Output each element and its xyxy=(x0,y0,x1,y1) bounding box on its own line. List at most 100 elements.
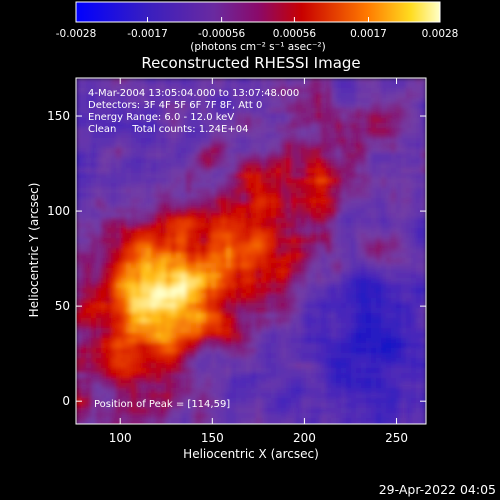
heatmap-cell xyxy=(151,393,157,399)
heatmap-cell xyxy=(321,148,327,154)
heatmap-cell xyxy=(306,368,312,374)
heatmap-cell xyxy=(151,413,157,419)
heatmap-cell xyxy=(411,308,417,314)
heatmap-cell xyxy=(306,383,312,389)
heatmap-cell xyxy=(76,408,82,414)
heatmap-cell xyxy=(131,203,137,209)
heatmap-cell xyxy=(421,188,426,194)
heatmap-cell xyxy=(416,383,422,389)
heatmap-cell xyxy=(241,358,247,364)
heatmap-cell xyxy=(351,233,357,239)
heatmap-cell xyxy=(251,198,257,204)
heatmap-cell xyxy=(221,378,227,384)
heatmap-cell xyxy=(356,98,362,104)
heatmap-cell xyxy=(336,403,342,409)
heatmap-cell xyxy=(121,313,127,319)
heatmap-cell xyxy=(236,88,242,94)
heatmap-cell xyxy=(76,393,82,399)
heatmap-cell xyxy=(341,208,347,214)
heatmap-cell xyxy=(121,278,127,284)
heatmap-cell xyxy=(286,278,292,284)
heatmap-cell xyxy=(131,248,137,254)
heatmap-cell xyxy=(231,233,237,239)
heatmap-cell xyxy=(176,403,182,409)
heatmap-cell xyxy=(166,418,172,424)
heatmap-cell xyxy=(141,318,147,324)
heatmap-cell xyxy=(76,198,82,204)
heatmap-cell xyxy=(406,328,412,334)
heatmap-cell xyxy=(126,278,132,284)
heatmap-cell xyxy=(216,263,222,269)
heatmap-cell xyxy=(191,138,197,144)
heatmap-cell xyxy=(366,298,372,304)
heatmap-cell xyxy=(291,78,297,84)
heatmap-cell xyxy=(356,243,362,249)
heatmap-cell xyxy=(241,368,247,374)
heatmap-cell xyxy=(126,398,132,404)
heatmap-cell xyxy=(356,233,362,239)
heatmap-cell xyxy=(201,188,207,194)
heatmap-cell xyxy=(251,418,257,424)
heatmap-cell xyxy=(211,133,217,139)
heatmap-cell xyxy=(361,123,367,129)
heatmap-cell xyxy=(231,178,237,184)
heatmap-cell xyxy=(146,113,152,119)
heatmap-cell xyxy=(246,113,252,119)
heatmap-cell xyxy=(366,108,372,114)
heatmap-cell xyxy=(206,128,212,134)
heatmap-cell xyxy=(261,253,267,259)
heatmap-cell xyxy=(221,268,227,274)
heatmap-cell xyxy=(416,343,422,349)
heatmap-cell xyxy=(176,333,182,339)
heatmap-cell xyxy=(156,253,162,259)
heatmap-cell xyxy=(376,258,382,264)
heatmap-cell xyxy=(226,413,232,419)
heatmap-cell xyxy=(421,253,426,259)
heatmap-cell xyxy=(216,278,222,284)
heatmap-cell xyxy=(196,88,202,94)
heatmap-cell xyxy=(191,253,197,259)
heatmap-cell xyxy=(126,403,132,409)
heatmap-cell xyxy=(96,88,102,94)
heatmap-cell xyxy=(91,163,97,169)
heatmap-cell xyxy=(146,178,152,184)
heatmap-cell xyxy=(181,413,187,419)
heatmap-cell xyxy=(406,78,412,84)
heatmap-cell xyxy=(231,378,237,384)
heatmap-cell xyxy=(376,298,382,304)
heatmap-cell xyxy=(171,108,177,114)
heatmap-cell xyxy=(251,313,257,319)
heatmap-cell xyxy=(211,173,217,179)
heatmap-cell xyxy=(261,243,267,249)
heatmap-cell xyxy=(176,128,182,134)
heatmap-cell xyxy=(306,163,312,169)
heatmap-cell xyxy=(411,258,417,264)
heatmap-cell xyxy=(246,288,252,294)
heatmap-cell xyxy=(406,338,412,344)
heatmap-cell xyxy=(216,238,222,244)
heatmap-cell xyxy=(171,338,177,344)
heatmap-cell xyxy=(181,178,187,184)
heatmap-cell xyxy=(411,183,417,189)
heatmap-cell xyxy=(231,238,237,244)
heatmap-cell xyxy=(101,203,107,209)
heatmap-cell xyxy=(391,328,397,334)
heatmap-cell xyxy=(311,318,317,324)
heatmap-cell xyxy=(91,293,97,299)
heatmap-cell xyxy=(186,348,192,354)
heatmap-cell xyxy=(356,308,362,314)
heatmap-cell xyxy=(361,393,367,399)
heatmap-cell xyxy=(121,318,127,324)
heatmap-cell xyxy=(211,338,217,344)
heatmap-cell xyxy=(346,98,352,104)
heatmap-cell xyxy=(286,303,292,309)
heatmap-cell xyxy=(331,363,337,369)
heatmap-cell xyxy=(216,243,222,249)
heatmap-cell xyxy=(221,118,227,124)
heatmap-cell xyxy=(271,118,277,124)
heatmap-cell xyxy=(291,348,297,354)
heatmap-cell xyxy=(216,308,222,314)
heatmap-cell xyxy=(166,138,172,144)
heatmap-cell xyxy=(171,103,177,109)
heatmap-cell xyxy=(281,198,287,204)
